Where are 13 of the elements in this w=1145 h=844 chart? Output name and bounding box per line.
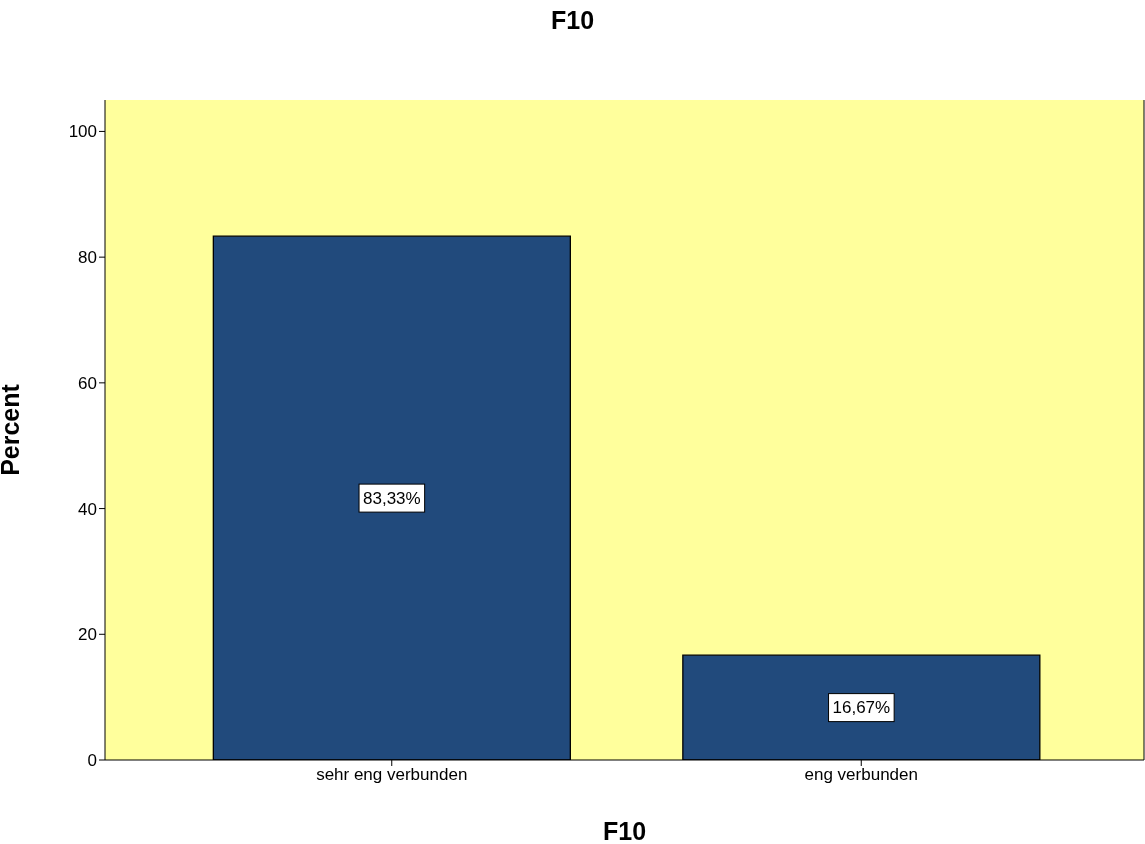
- x-tick-label: eng verbunden: [804, 765, 918, 785]
- data-label: 16,67%: [832, 698, 891, 718]
- chart-title: F10: [549, 6, 596, 35]
- y-tick-label: 0: [87, 751, 97, 771]
- x-axis-title: F10: [602, 817, 647, 844]
- y-axis-title: Percent: [0, 383, 24, 476]
- y-tick-label: 20: [78, 625, 97, 645]
- y-tick-label: 80: [78, 248, 97, 268]
- y-tick-label: 40: [78, 499, 97, 519]
- y-tick-label: 60: [78, 373, 97, 393]
- y-tick-label: 100: [68, 122, 97, 142]
- data-label: 83,33%: [363, 488, 421, 508]
- x-tick-label: sehr eng verbunden: [316, 765, 468, 785]
